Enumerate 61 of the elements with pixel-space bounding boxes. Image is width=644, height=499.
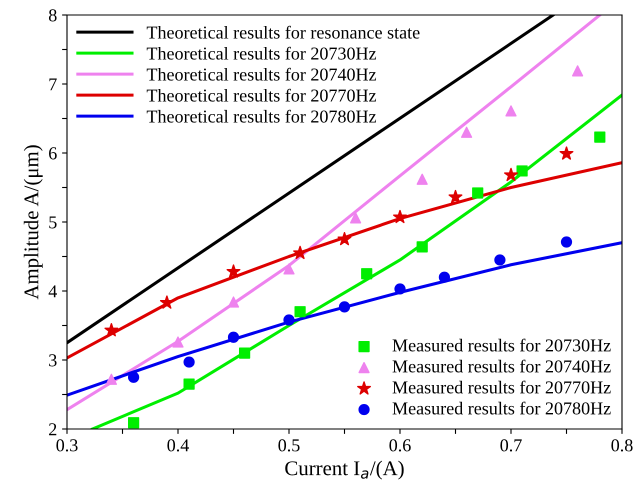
x-tick-label: 0.8 (611, 439, 633, 452)
legend-label: Theoretical results for 20780Hz (146, 110, 376, 123)
point (338, 232, 352, 246)
y-tick-label: 6 (49, 147, 57, 160)
point (226, 264, 240, 278)
point (338, 301, 350, 312)
point (283, 263, 295, 275)
point (448, 190, 462, 204)
legend-label: Measured results for 20740Hz (392, 360, 611, 373)
point (416, 241, 428, 252)
x-tick-label: 0.7 (500, 439, 522, 452)
y-tick-label: 3 (49, 354, 57, 366)
legend-label: Theoretical results for 20730Hz (146, 46, 376, 60)
legend-label: Measured results for 20770Hz (392, 380, 611, 394)
point (560, 146, 574, 160)
y-tick-label: 2 (49, 423, 56, 436)
x-tick-label: 0.4 (167, 439, 190, 452)
point (460, 126, 472, 138)
point (394, 283, 406, 295)
legend-label: Theoretical results for 20740Hz (146, 68, 376, 81)
point (293, 246, 308, 260)
point (594, 132, 606, 143)
line-series (67, 241, 622, 397)
line-series (67, 161, 622, 360)
point (560, 236, 572, 248)
point (494, 254, 506, 266)
point (128, 417, 140, 428)
x-axis-title: Current I$_{a}$/(A) (285, 460, 404, 480)
y-tick-label: 7 (49, 78, 57, 90)
point (516, 165, 528, 177)
point (505, 105, 517, 117)
legend-label: Theoretical results for resonance state (146, 26, 420, 39)
point (504, 168, 518, 182)
point (294, 306, 306, 318)
point (393, 210, 407, 224)
y-tick-label: 5 (49, 216, 57, 228)
x-tick-label: 0.6 (389, 439, 411, 452)
point (283, 314, 295, 326)
point (228, 332, 240, 343)
point (416, 174, 428, 185)
point (361, 268, 372, 280)
legend-label: Measured results for 20780Hz (392, 402, 611, 414)
x-tick-label: 0.3 (56, 439, 78, 452)
y-axis-title: Amplitude A/(μm) (24, 145, 43, 300)
point (472, 187, 484, 199)
x-tick-label: 0.5 (278, 439, 300, 452)
point (172, 336, 184, 348)
legend-label: Theoretical results for 20770Hz (146, 88, 376, 102)
point (183, 356, 195, 368)
point (104, 323, 118, 336)
point (128, 372, 140, 383)
y-tick-label: 4 (48, 285, 57, 298)
point (106, 374, 118, 385)
point (238, 347, 250, 359)
point (228, 296, 240, 308)
point (350, 212, 362, 224)
point (572, 65, 584, 76)
legend-label: Measured results for 20730Hz (392, 338, 611, 352)
point (438, 272, 450, 283)
point (183, 378, 195, 390)
y-tick-label: 8 (48, 9, 57, 22)
